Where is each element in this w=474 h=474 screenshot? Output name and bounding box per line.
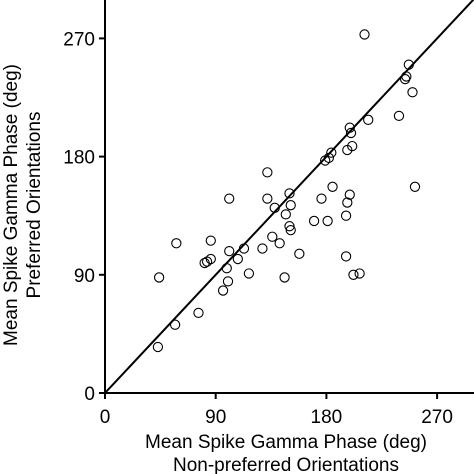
data-point [152,341,164,353]
data-point [217,285,229,296]
x-tick-label: 90 [205,407,226,428]
x-axis-title-line2: Non-preferred Orientations [173,455,399,474]
data-point [347,140,358,152]
y-tick-label: 270 [63,29,95,50]
data-point [359,29,370,40]
x-tick-label: 180 [311,407,343,428]
data-point [407,87,418,98]
data-point [403,59,414,70]
data-point [269,202,280,213]
y-tick-label: 90 [74,266,95,287]
data-point [267,231,278,242]
data-point [348,269,359,280]
identity-line [104,0,474,394]
data-point [205,253,216,265]
data-point [401,71,412,82]
data-point [222,276,234,287]
data-point [393,110,405,122]
y-axis-title-line2: Preferred Orientations [24,112,45,299]
data-point [280,209,291,220]
data-point [274,238,285,249]
data-point [344,189,355,200]
data-point [342,197,353,208]
data-point [153,272,165,283]
data-point [320,155,331,166]
y-tick-label: 0 [84,384,95,405]
y-tick-label: 180 [63,148,95,169]
data-point [284,221,295,232]
x-axis-title-line1: Mean Spike Gamma Phase (deg) [145,432,427,453]
data-point [243,268,255,279]
y-ticks: 0 90 180 270 [63,29,105,405]
x-tick-label: 0 [100,407,111,428]
data-point [224,193,235,204]
data-point [340,210,352,221]
data-point [224,246,235,257]
data-point [326,147,337,158]
data-point [262,167,273,178]
data-point [169,319,181,330]
data-point [409,181,421,192]
data-point [340,251,352,262]
data-point [238,243,250,254]
data-point [171,238,182,249]
data-point [205,235,216,246]
data-point [294,248,305,259]
data-point [345,127,357,139]
x-ticks: 0 90 180 270 [100,393,453,428]
data-point [322,215,333,227]
data-point [363,114,374,125]
data-point [284,188,295,199]
data-point [193,307,204,319]
x-tick-label: 270 [421,407,453,428]
data-point [399,73,411,85]
data-point [262,193,273,204]
data-point [285,200,296,211]
data-point [221,263,232,274]
y-axis-title-line1: Mean Spike Gamma Phase (deg) [1,64,22,346]
data-point [232,253,243,265]
data-points [152,29,421,353]
data-point [354,268,365,279]
data-point [323,152,335,164]
data-point [285,224,296,236]
data-point [316,193,327,204]
data-point [279,272,290,283]
data-point [327,181,338,192]
data-point [257,243,268,254]
data-point [201,256,213,267]
data-point [308,215,320,227]
data-point [344,122,355,133]
